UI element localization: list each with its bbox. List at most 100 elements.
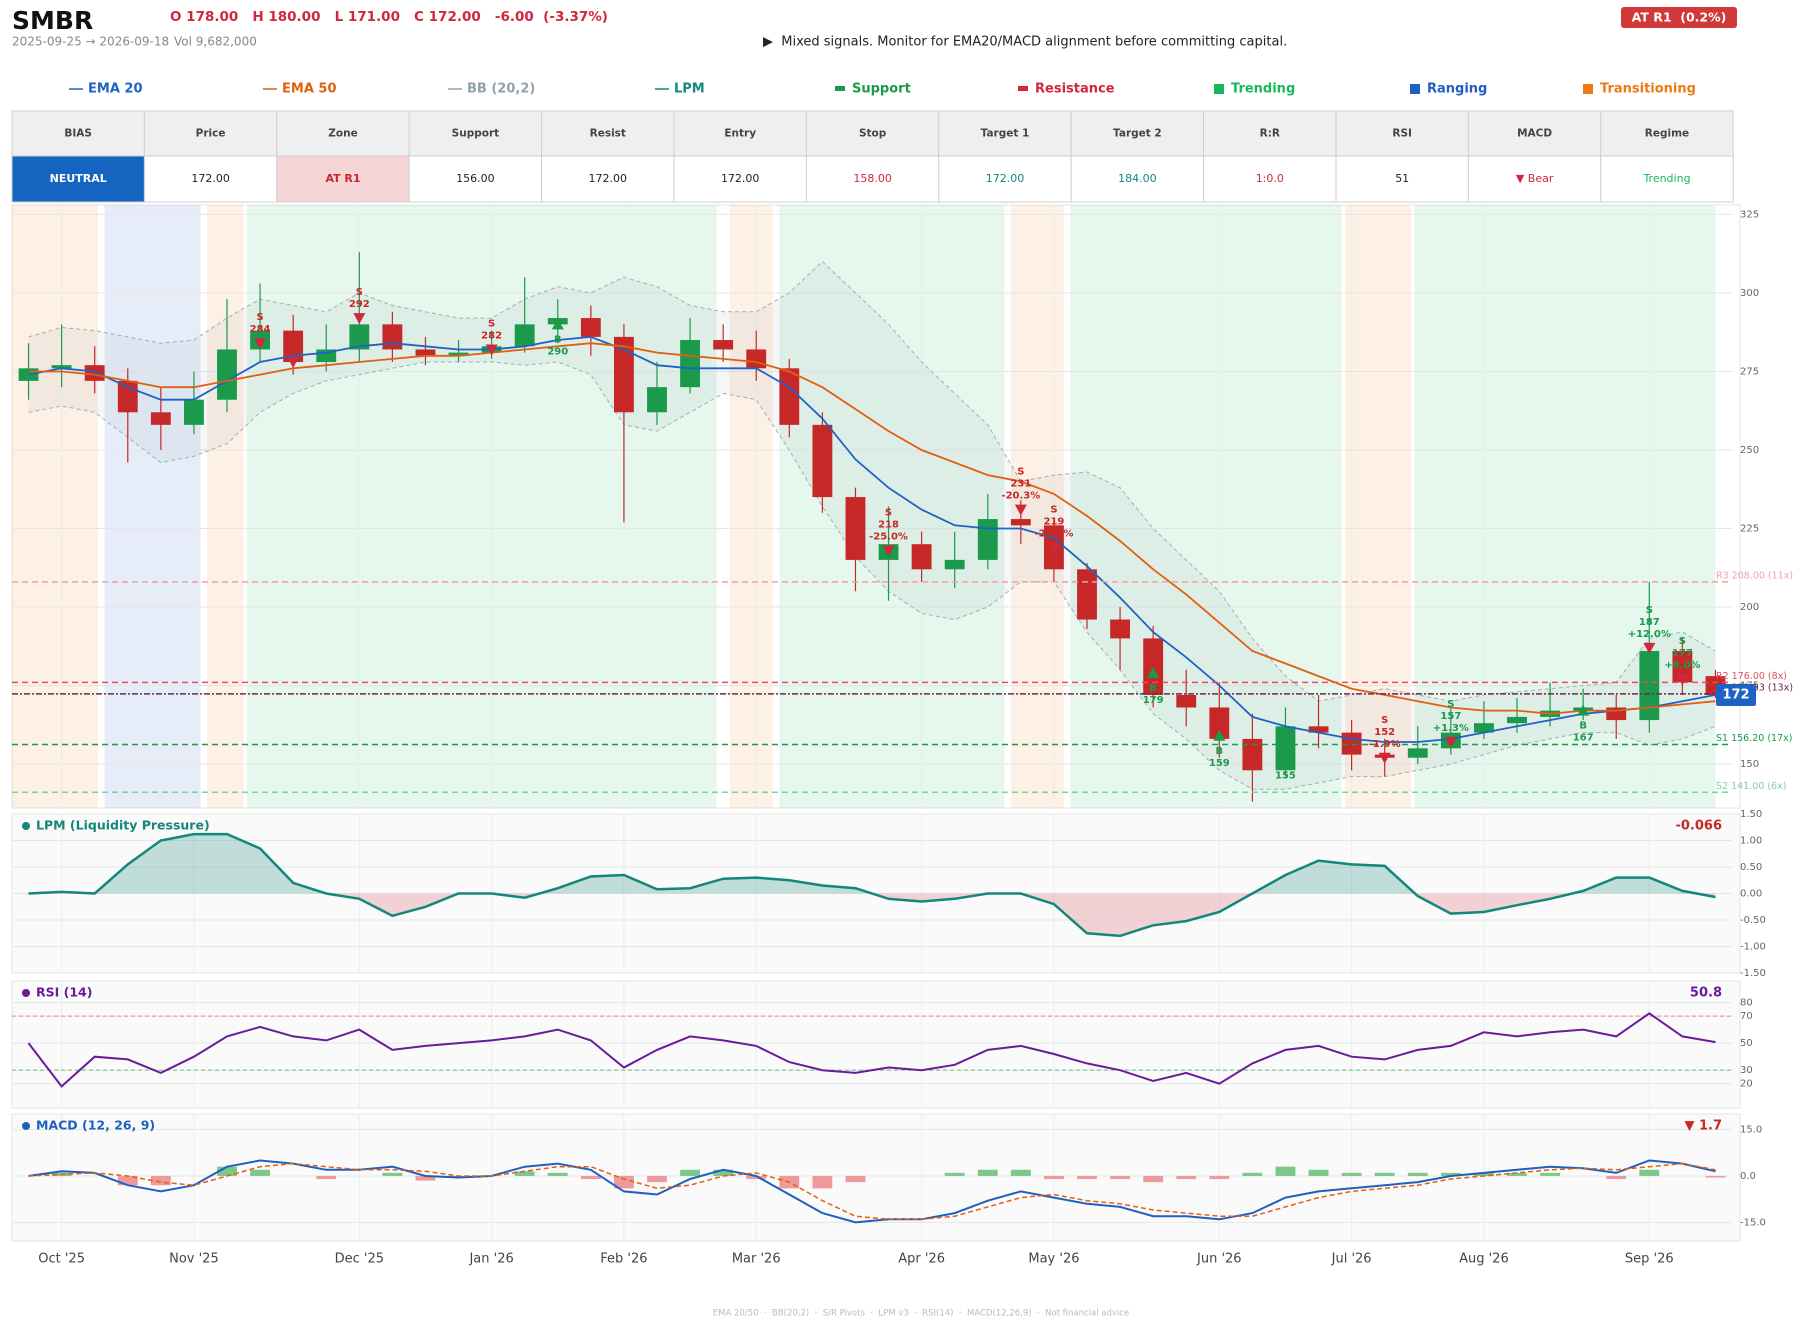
candle-body <box>415 349 436 356</box>
table-header: Target 2 <box>1113 128 1162 140</box>
signal-label: 152 <box>1374 727 1395 738</box>
y-tick-label: 1.50 <box>1740 809 1762 820</box>
y-tick-label: 70 <box>1740 1011 1753 1022</box>
candle-body <box>1407 748 1428 758</box>
candle-body <box>1308 726 1329 733</box>
signal-label: S <box>290 331 297 342</box>
panel-dot <box>22 822 30 830</box>
regime-band <box>1070 205 1342 808</box>
table-cell-bg <box>805 155 940 203</box>
candle-body <box>1507 716 1527 724</box>
signal-label: +6.0% <box>1664 660 1700 671</box>
sell-marker <box>1047 542 1060 554</box>
candle-body <box>713 340 734 350</box>
table-cell: 51 <box>1395 172 1409 185</box>
histogram-bar <box>1407 1172 1428 1176</box>
candle-body <box>614 336 634 413</box>
y-tick-label: 15.0 <box>1740 1124 1762 1135</box>
histogram-bar <box>1507 1172 1527 1176</box>
regime-band <box>1414 205 1716 808</box>
table-header-cell <box>541 110 675 157</box>
table-header-cell <box>938 110 1072 157</box>
buy-marker <box>1577 704 1590 716</box>
histogram-bar <box>1143 1175 1164 1183</box>
buy-marker <box>1279 742 1292 754</box>
signal-label: 159 <box>1209 758 1230 769</box>
candle-body <box>117 380 138 413</box>
signal-label: 278 <box>283 343 304 354</box>
volume: Vol 9,682,000 <box>174 35 257 49</box>
histogram-bar <box>1606 1175 1627 1180</box>
table-cell-bg <box>1335 155 1469 203</box>
histogram-bar <box>1374 1172 1395 1176</box>
badge: AT R1 (0.2%) <box>1632 10 1727 25</box>
candle-body <box>217 349 237 400</box>
legend-label: Transitioning <box>1600 82 1696 97</box>
table-cell-bg <box>938 155 1072 203</box>
table-header: Price <box>196 128 226 140</box>
x-tick-label: Sep '26 <box>1625 1252 1674 1267</box>
regime-band <box>104 205 201 808</box>
legend-swatch <box>835 86 845 91</box>
regime-band <box>729 205 773 808</box>
candle-body <box>944 559 965 570</box>
signal-label: S <box>1381 715 1388 726</box>
histogram-bar <box>1474 1172 1494 1176</box>
table-header-cell <box>11 110 145 157</box>
histogram-bar <box>217 1166 237 1176</box>
x-tick-label: Oct '25 <box>38 1252 85 1267</box>
signal-label: S <box>488 318 495 329</box>
signal-label: +12.0% <box>1628 629 1671 640</box>
table-header-cell <box>673 110 807 157</box>
panel-value: 50.8 <box>1690 986 1722 1001</box>
candle-body <box>779 368 800 425</box>
level-label: R3 208.00 (11x) <box>1716 570 1793 581</box>
table-cell: 172.00 <box>721 172 760 185</box>
table-header-cell <box>276 110 410 157</box>
signal-label: -24.3% <box>1035 528 1074 539</box>
x-tick-label: Jun '26 <box>1196 1252 1242 1267</box>
signal-label: S <box>1447 699 1454 710</box>
buy-marker <box>551 318 564 330</box>
level-label: S1 156.20 (17x) <box>1716 733 1792 744</box>
y-tick-label: 50 <box>1740 1038 1753 1049</box>
signal-label: 292 <box>349 299 370 310</box>
table-cell: 156.00 <box>456 172 495 185</box>
histogram-bar <box>1209 1175 1230 1180</box>
signal-label: B <box>1579 721 1587 732</box>
table-cell: 172.00 <box>191 172 230 185</box>
signal-label: B <box>1149 683 1157 694</box>
sell-marker <box>353 313 366 325</box>
level-label: R2 176.00 (8x) <box>1716 671 1787 682</box>
histogram-bar <box>1540 1172 1560 1176</box>
signal-label: 231 <box>1010 479 1031 490</box>
histogram-bar <box>1110 1175 1130 1180</box>
y-tick-label: 300 <box>1740 288 1759 299</box>
signal-label: 155 <box>1275 770 1296 781</box>
table-header: Resist <box>590 128 626 140</box>
table-header: R:R <box>1260 128 1280 140</box>
candle-body <box>51 365 72 369</box>
candle-body <box>84 365 105 381</box>
signal-label: -20.3% <box>1001 491 1040 502</box>
signal-label: +1.3% <box>1433 723 1469 734</box>
y-tick-label: 30 <box>1740 1065 1753 1076</box>
histogram-bar <box>1077 1175 1097 1180</box>
table-cell: 158.00 <box>853 172 892 185</box>
signal-label: S <box>1050 504 1057 515</box>
y-tick-label: 200 <box>1740 602 1759 613</box>
y-tick-label: 0.50 <box>1740 862 1762 873</box>
legend-label: Resistance <box>1035 82 1115 97</box>
histogram-bar <box>647 1175 667 1183</box>
y-tick-label: 20 <box>1740 1079 1753 1090</box>
panel-title: MACD (12, 26, 9) <box>36 1118 155 1133</box>
table-cell: 184.00 <box>1118 172 1157 185</box>
signal-label: S <box>1017 467 1024 478</box>
area-negative <box>28 893 1716 936</box>
regime-band <box>1345 205 1412 808</box>
histogram-bar <box>1275 1166 1296 1176</box>
histogram-bar <box>547 1172 568 1176</box>
histogram-bar <box>382 1172 403 1176</box>
